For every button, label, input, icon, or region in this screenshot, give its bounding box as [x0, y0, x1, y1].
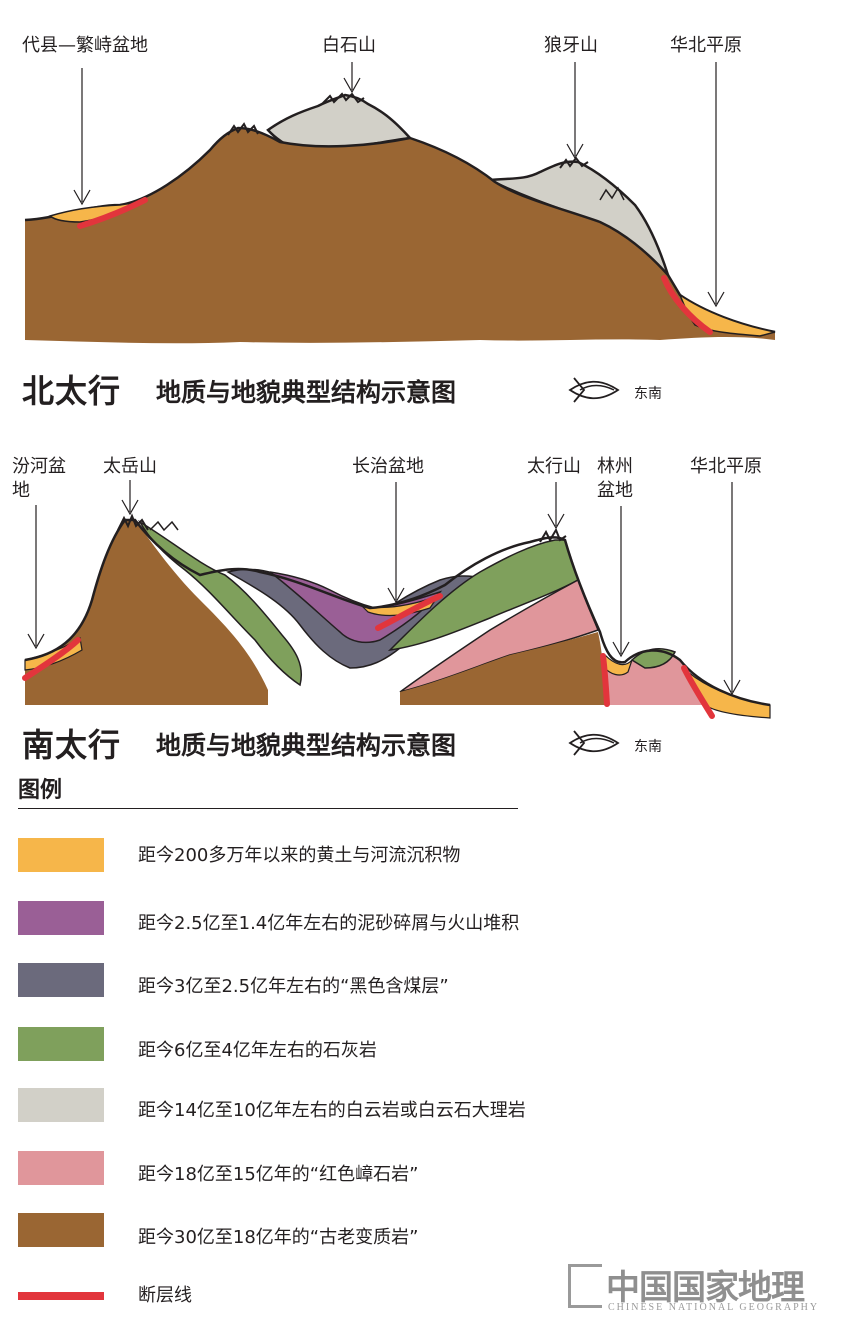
legend-swatch-dolomite	[18, 1088, 104, 1122]
label-fenhe-basin: 汾河盆地	[12, 456, 66, 501]
north-compass-label: 东南	[634, 386, 662, 402]
compass-south-icon	[568, 730, 620, 756]
north-title-main: 北太行	[22, 372, 122, 410]
watermark-frame-icon	[568, 1264, 602, 1308]
label-changzhi-basin: 长治盆地	[352, 456, 424, 477]
south-fault-changzhi	[375, 593, 443, 631]
south-compass-label: 东南	[634, 739, 662, 755]
legend-swatch-loess	[18, 838, 104, 872]
south-title-sub: 地质与地貌典型结构示意图	[156, 731, 457, 760]
label-linzhou-basin: 林州盆地	[597, 456, 633, 501]
legend-text-limestone: 距今6亿至4亿年左右的石灰岩	[138, 1040, 377, 1061]
cross-section-diagrams	[22, 62, 776, 756]
legend-text-red-sandstone: 距今18亿至15亿年的“红色嶂石岩”	[138, 1164, 419, 1185]
legend-text-metamorphic: 距今30亿至18亿年的“古老变质岩”	[138, 1227, 419, 1248]
south-fault-linzhou	[600, 653, 610, 707]
legend-divider	[18, 808, 518, 809]
south-fault-east	[681, 665, 715, 719]
label-daixian-basin: 代县—繁峙盆地	[22, 35, 148, 56]
south-loess-linzhou	[604, 653, 633, 676]
label-langyashan: 狼牙山	[544, 35, 598, 56]
legend-swatch-red-sandstone	[18, 1151, 104, 1185]
legend-text-clastic: 距今2.5亿至1.4亿年左右的泥砂碎屑与火山堆积	[138, 913, 520, 934]
legend-swatch-fault	[18, 1292, 104, 1300]
legend-swatch-coal	[18, 963, 104, 997]
label-taihangshan: 太行山	[527, 456, 581, 477]
compass-north-icon	[568, 377, 620, 403]
north-metamorphic-mass	[25, 128, 775, 344]
north-title-sub: 地质与地貌典型结构示意图	[156, 378, 457, 407]
north-fault-west	[77, 197, 148, 229]
south-cross-section	[22, 480, 771, 719]
label-taiyueshan: 太岳山	[103, 456, 157, 477]
south-metamorphic-east	[400, 632, 605, 705]
south-fault-fenhe	[22, 637, 81, 681]
legend-title: 图例	[18, 778, 63, 803]
north-cross-section	[24, 62, 776, 344]
legend-swatch-limestone	[18, 1027, 104, 1061]
label-south-huabei-plain: 华北平原	[690, 456, 762, 477]
watermark-logo: 中国国家地理 CHINESE NATIONAL GEOGRAPHY	[568, 1258, 838, 1316]
north-fault-east	[661, 275, 713, 335]
south-title-main: 南太行	[22, 726, 122, 764]
legend-text-loess: 距今200多万年以来的黄土与河流沉积物	[138, 845, 461, 866]
south-clastic-volcanic	[269, 571, 443, 644]
legend-swatch-metamorphic	[18, 1213, 104, 1247]
legend-text-dolomite: 距今14亿至10亿年左右的白云岩或白云石大理岩	[138, 1100, 526, 1121]
south-loess-changzhi	[360, 594, 440, 617]
legend-text-coal: 距今3亿至2.5亿年左右的“黑色含煤层”	[138, 976, 449, 997]
watermark-cn: 中国国家地理	[606, 1268, 805, 1308]
south-linzhou-hill	[605, 651, 712, 705]
south-metamorphic-taiyue	[25, 520, 268, 705]
label-north-huabei-plain: 华北平原	[670, 35, 742, 56]
legend-text-fault: 断层线	[138, 1285, 192, 1306]
watermark-en: CHINESE NATIONAL GEOGRAPHY	[608, 1302, 820, 1313]
label-baishishan: 白石山	[322, 35, 376, 56]
legend-swatch-clastic	[18, 901, 104, 935]
